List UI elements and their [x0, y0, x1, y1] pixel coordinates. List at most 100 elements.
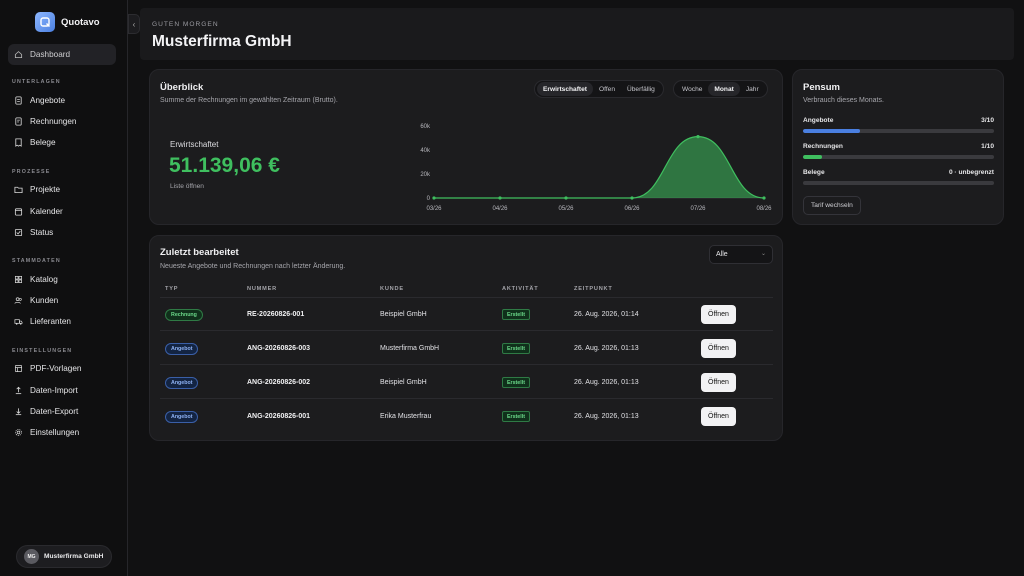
page-title: Musterfirma GmbH [152, 33, 292, 50]
section-label-unterlagen: UNTERLAGEN [12, 79, 61, 85]
data-point [432, 196, 436, 200]
status-badge: Erstellt [502, 411, 530, 422]
upload-icon [15, 386, 22, 395]
type-badge: Rechnung [165, 308, 203, 321]
type-badge: Angebot [165, 410, 199, 423]
users-icon [14, 297, 22, 304]
table-row[interactable]: Rechnung RE-20260826-001 Beispiel GmbH E… [160, 298, 773, 331]
progress-track [803, 129, 994, 133]
home-icon [14, 51, 23, 59]
period-filter: Woche Monat Jahr [673, 80, 768, 98]
pensum-title: Pensum [803, 82, 840, 93]
receipt-icon [15, 138, 22, 147]
customer-name: Beispiel GmbH [380, 379, 427, 386]
template-icon [14, 364, 23, 373]
folder-icon [14, 186, 23, 194]
sidebar-item-rechnungen[interactable]: Rechnungen [8, 111, 116, 132]
type-badge: Angebot [165, 342, 199, 355]
document-number: ANG-20260826-003 [247, 345, 311, 352]
x-tick-label: 07/26 [690, 206, 706, 212]
sidebar-item-daten-export[interactable]: Daten-Export [8, 401, 116, 422]
calendar-icon [14, 208, 23, 216]
invoice-icon [15, 117, 22, 126]
sidebar-item-label: Belege [30, 138, 56, 147]
sidebar-item-katalog[interactable]: Katalog [8, 269, 116, 290]
status-badge: Erstellt [502, 377, 530, 388]
progress-fill [803, 155, 823, 159]
page-header: GUTEN MORGEN Musterfirma GmbH [140, 8, 1014, 60]
open-button[interactable]: Öffnen [701, 407, 736, 426]
x-tick-label: 03/26 [426, 206, 442, 212]
status-badge: Erstellt [502, 309, 530, 320]
document-number: ANG-20260826-002 [247, 379, 311, 386]
app-logo-icon [35, 12, 55, 32]
column-header-zeitpunkt: ZEITPUNKT [574, 286, 613, 292]
truck-icon [14, 319, 23, 325]
type-filter-select[interactable]: Alle ⌄ [709, 245, 773, 264]
usage-label: Rechnungen [803, 143, 843, 150]
open-button[interactable]: Öffnen [701, 339, 736, 358]
filter-erwirtschaftet[interactable]: Erwirtschaftet [537, 82, 593, 96]
section-label-einstellungen: EINSTELLUNGEN [12, 348, 73, 354]
section-label-prozesse: PROZESSE [12, 169, 51, 175]
progress-track [803, 155, 994, 159]
table-row[interactable]: Angebot ANG-20260826-002 Beispiel GmbH E… [160, 366, 773, 399]
chevron-left-icon: ‹ [132, 19, 136, 29]
status-badge: Erstellt [502, 343, 530, 354]
sidebar-item-kalender[interactable]: Kalender [8, 201, 116, 222]
timestamp: 26. Aug. 2026, 01:13 [574, 345, 639, 352]
x-tick-label: 06/26 [624, 206, 640, 212]
x-tick-label: 05/26 [558, 206, 574, 212]
grid-icon [14, 275, 23, 284]
open-button[interactable]: Öffnen [701, 373, 736, 392]
customer-name: Beispiel GmbH [380, 311, 427, 318]
period-jahr[interactable]: Jahr [745, 85, 759, 93]
sidebar-item-label: Daten-Export [30, 407, 79, 416]
table-row[interactable]: Angebot ANG-20260826-003 Musterfirma Gmb… [160, 332, 773, 365]
sidebar-item-label: PDF-Vorlagen [30, 364, 82, 373]
series-area [434, 136, 764, 198]
sidebar-item-label: Angebote [30, 96, 66, 105]
sidebar-item-pdf-vorlagen[interactable]: PDF-Vorlagen [8, 358, 116, 379]
collapse-sidebar-button[interactable]: ‹ [128, 14, 140, 34]
sidebar-item-label: Daten-Import [30, 386, 78, 395]
recent-title: Zuletzt bearbeitet [160, 247, 239, 258]
open-list-link[interactable]: Liste öffnen [170, 183, 204, 190]
y-tick-label: 20k [420, 172, 431, 178]
change-plan-button[interactable]: Tarif wechseln [803, 196, 861, 215]
document-icon [15, 96, 22, 105]
gear-icon [15, 429, 22, 436]
data-point [630, 196, 634, 200]
sidebar-item-belege[interactable]: Belege [8, 132, 116, 153]
revenue-chart: 0 20k 40k 60k 03/26 04/26 05/26 06/26 07/26 08/26 [420, 124, 772, 212]
sidebar-item-daten-import[interactable]: Daten-Import [8, 380, 116, 401]
sidebar-item-lieferanten[interactable]: Lieferanten [8, 311, 116, 332]
period-monat[interactable]: Monat [708, 82, 740, 96]
timestamp: 26. Aug. 2026, 01:13 [574, 379, 639, 386]
sidebar-item-projekte[interactable]: Projekte [8, 179, 116, 200]
open-button[interactable]: Öffnen [701, 305, 736, 324]
sidebar-item-status[interactable]: Status [8, 222, 116, 243]
column-header-aktivitaet: AKTIVITÄT [502, 286, 539, 292]
sidebar-item-dashboard[interactable]: Dashboard [8, 44, 116, 65]
x-tick-label: 04/26 [492, 206, 508, 212]
progress-track [803, 181, 994, 185]
sidebar: Quotavo Dashboard UNTERLAGEN Angebote Re… [0, 0, 128, 576]
sidebar-item-angebote[interactable]: Angebote [8, 90, 116, 111]
filter-offen[interactable]: Offen [598, 85, 615, 93]
data-point [498, 196, 502, 200]
metric-value: 51.139,06 € [169, 154, 280, 177]
brand[interactable]: Quotavo [35, 12, 100, 32]
y-tick-label: 60k [420, 124, 431, 130]
usage-label: Belege [803, 169, 825, 176]
filter-ueberfaellig[interactable]: Überfällig [627, 85, 655, 93]
sidebar-item-einstellungen[interactable]: Einstellungen [8, 422, 116, 443]
sidebar-item-kunden[interactable]: Kunden [8, 290, 116, 311]
user-menu[interactable]: MG Musterfirma GmbH [16, 545, 112, 568]
greeting: GUTEN MORGEN [152, 21, 219, 28]
usage-value: 1/10 [981, 143, 994, 150]
table-row[interactable]: Angebot ANG-20260826-001 Erika Musterfra… [160, 400, 773, 433]
period-woche[interactable]: Woche [682, 85, 703, 93]
document-number: ANG-20260826-001 [247, 413, 311, 420]
x-tick-label: 08/26 [756, 206, 772, 212]
